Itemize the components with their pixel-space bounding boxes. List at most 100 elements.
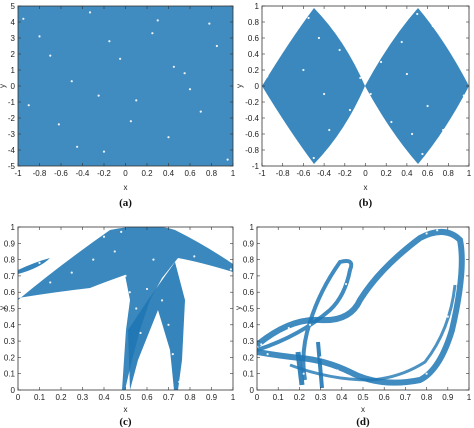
y-tick-label: 0.8 xyxy=(243,256,255,265)
y-tick-label: 0.7 xyxy=(243,272,255,281)
data-point xyxy=(372,353,375,356)
data-point xyxy=(442,128,445,132)
data-point xyxy=(97,94,100,97)
data-point xyxy=(450,359,454,362)
data-point xyxy=(351,348,354,351)
data-point xyxy=(410,132,414,136)
data-point xyxy=(315,291,318,294)
attractor-region xyxy=(18,6,233,166)
y-tick-label: 0.9 xyxy=(243,239,255,248)
y-tick-label: -1 xyxy=(252,162,260,171)
x-tick-label: 0 xyxy=(123,169,128,178)
x-tick-label: 0.4 xyxy=(98,393,110,402)
data-point xyxy=(383,340,386,343)
data-point xyxy=(49,54,52,57)
data-point xyxy=(152,258,155,261)
x-axis-label: x xyxy=(124,405,128,414)
y-tick-label: 0.3 xyxy=(243,337,255,346)
data-point xyxy=(298,348,301,351)
x-tick-label: -0.2 xyxy=(338,169,352,178)
data-point xyxy=(277,336,280,339)
data-point xyxy=(120,230,123,233)
data-point xyxy=(323,92,326,96)
middle-band xyxy=(289,284,457,382)
data-point xyxy=(226,158,229,161)
data-point xyxy=(57,123,60,126)
data-point xyxy=(416,12,419,16)
data-point xyxy=(287,326,290,330)
data-point xyxy=(70,271,73,274)
data-point xyxy=(135,307,138,310)
data-point xyxy=(308,323,312,326)
x-tick-label: 0 xyxy=(363,169,368,178)
data-point xyxy=(302,372,305,375)
y-tick-label: 0.2 xyxy=(4,353,16,362)
outer-loop xyxy=(257,229,465,386)
data-point xyxy=(431,24,434,28)
x-tick-label: -1 xyxy=(14,169,22,178)
y-tick-label: 0 xyxy=(11,82,16,91)
x-tick-label: -0.2 xyxy=(97,169,111,178)
data-point xyxy=(171,353,174,356)
panel-caption: (a) xyxy=(119,197,132,209)
data-point xyxy=(49,281,52,284)
x-tick-label: 1 xyxy=(467,169,472,178)
x-tick-label: 0.9 xyxy=(206,393,218,402)
data-point xyxy=(221,271,224,274)
x-tick-label: 0.2 xyxy=(141,169,153,178)
data-point xyxy=(440,369,443,372)
panel-caption: (b) xyxy=(359,197,373,209)
x-axis-label: x xyxy=(124,183,128,192)
y-tick-label: 0.4 xyxy=(243,321,255,330)
data-point xyxy=(426,104,429,108)
x-tick-label: 0.8 xyxy=(206,169,218,178)
data-point xyxy=(266,353,269,356)
y-tick-label: 0.8 xyxy=(248,18,260,27)
panel-b: -1 -0.8 -0.6 -0.4 -0.2 0 0.2 0.4 0.6 0.8 1 -1-0.8-… xyxy=(235,2,472,209)
y-tick-label: 0.6 xyxy=(4,288,16,297)
data-point xyxy=(338,48,341,52)
y-tick-label: 0.5 xyxy=(4,305,16,314)
y-tick-label: 0 xyxy=(255,82,260,91)
y-tick-label: 0.4 xyxy=(248,50,260,59)
data-point xyxy=(108,40,111,43)
attractor-region xyxy=(262,8,469,164)
data-point xyxy=(38,261,41,264)
data-point xyxy=(119,57,122,60)
y-tick-label: 0 xyxy=(11,386,16,395)
x-tick-label: 0 xyxy=(16,393,21,402)
y-tick-label: 0.2 xyxy=(243,353,255,362)
data-point xyxy=(330,331,333,335)
data-point xyxy=(436,229,439,232)
y-tick-label: 1 xyxy=(11,66,16,75)
density-fill xyxy=(18,6,233,166)
data-point xyxy=(59,250,63,253)
data-point xyxy=(167,136,170,139)
data-point xyxy=(325,271,329,274)
data-point xyxy=(414,250,418,253)
data-point xyxy=(156,19,159,22)
y-axis-label: y xyxy=(0,84,7,88)
x-tick-label: 0.4 xyxy=(163,169,175,178)
plot-area xyxy=(257,227,469,390)
x-tick-label: -0.6 xyxy=(297,169,311,178)
data-point xyxy=(229,268,232,271)
data-point xyxy=(344,282,348,286)
data-point xyxy=(383,369,386,372)
y-tick-label: -5 xyxy=(8,162,16,171)
y-tick-label: 3 xyxy=(11,34,16,43)
data-point xyxy=(452,52,455,56)
x-tick-label: 0.4 xyxy=(336,393,348,402)
data-point xyxy=(286,40,289,44)
x-tick-label: 0.8 xyxy=(184,393,196,402)
x-tick-label: 1 xyxy=(231,393,236,402)
panel-caption: (d) xyxy=(356,416,370,428)
y-tick-label: -0.4 xyxy=(245,114,259,123)
lower-strand xyxy=(316,341,324,389)
data-point xyxy=(312,156,315,160)
data-point xyxy=(76,145,79,148)
data-point xyxy=(446,315,449,318)
x-axis-label: x xyxy=(364,183,368,192)
y-tick-label: 0.5 xyxy=(243,305,255,314)
x-tick-label: -0.6 xyxy=(54,169,68,178)
